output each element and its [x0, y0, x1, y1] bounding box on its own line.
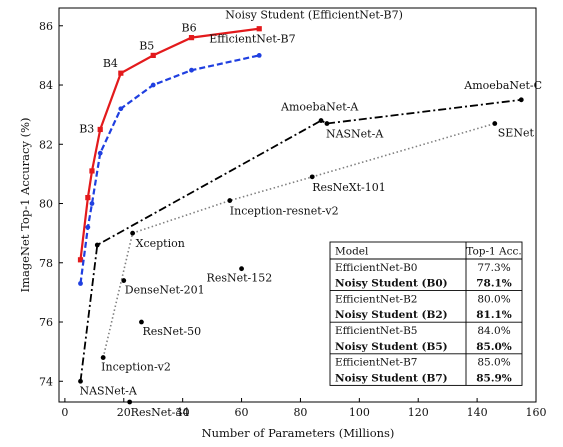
- table-cell-acc: 85.0%: [476, 341, 512, 353]
- y-tick-label: 84: [39, 79, 53, 92]
- y-tick-label: 86: [39, 20, 53, 33]
- series-point: [97, 126, 103, 133]
- series-point: [150, 52, 156, 58]
- series-point: [324, 121, 330, 126]
- x-tick-label: 120: [408, 406, 429, 419]
- chart-series: [77, 26, 524, 405]
- table-cell-acc: 85.9%: [476, 372, 512, 384]
- y-tick-label: 74: [39, 375, 53, 388]
- y-tick-label: 78: [39, 257, 53, 270]
- point-label: Xception: [136, 237, 185, 250]
- table-cell-model: EfficientNet-B2: [335, 293, 417, 305]
- series-line-3: [102, 122, 496, 358]
- table-cell-model: Noisy Student (B0): [335, 278, 448, 290]
- x-axis-label: Number of Parameters (Millions): [202, 426, 395, 440]
- plot-frame: [58, 7, 537, 403]
- series-point: [189, 67, 194, 73]
- series-line-0: [79, 27, 260, 260]
- scatter-point: [127, 399, 133, 405]
- series-point: [85, 224, 91, 230]
- point-labels: B3 B4 B5 B6 NASNet-A AmoebaNet-A NASNet-A Amoeb…: [79, 9, 542, 419]
- series-point: [150, 82, 156, 88]
- point-label: Inception-resnet-v2: [230, 205, 339, 218]
- scatter-label: ResNet-152: [207, 272, 273, 285]
- series-point: [118, 70, 124, 76]
- series-point: [77, 257, 84, 263]
- table-cell-model: Noisy Student (B7): [335, 372, 448, 384]
- scatter-point: [239, 266, 244, 272]
- point-label: AmoebaNet-A: [280, 101, 359, 114]
- scatter-label: ResNet-34: [131, 406, 190, 419]
- table-cell-model: EfficientNet-B0: [335, 262, 417, 274]
- series-line-1: [79, 54, 260, 284]
- point-label: AmoebaNet-C: [463, 79, 542, 92]
- y-axis-label: ImageNet Top-1 Accuracy (%): [18, 118, 32, 293]
- axis-ticks: 0 20 40 60 80 100 120 140 160 74 76 78 80 82 84 86: [39, 20, 547, 419]
- series-point: [256, 26, 262, 32]
- series-point: [227, 198, 233, 203]
- x-tick-label: 100: [349, 406, 370, 419]
- x-tick-label: 20: [117, 406, 131, 419]
- series-point: [188, 35, 195, 41]
- table-cell-acc: 84.0%: [477, 325, 510, 337]
- x-tick-label: 140: [467, 406, 488, 419]
- table-cell-acc: 81.1%: [476, 309, 512, 321]
- table-header-acc: Top-1 Acc.: [466, 246, 521, 258]
- series-point: [100, 355, 106, 360]
- scatter-label: DenseNet-201: [125, 284, 205, 297]
- point-label: Inception-v2: [101, 361, 171, 374]
- scatter-point: [121, 278, 127, 283]
- table-cell-acc: 80.0%: [477, 293, 510, 305]
- point-label: B5: [139, 39, 154, 52]
- point-label: ResNeXt-101: [312, 181, 386, 194]
- table-cell-acc: 85.0%: [477, 357, 510, 369]
- table-cell-acc: 78.1%: [476, 278, 512, 290]
- table-cell-acc: 77.3%: [477, 262, 510, 274]
- series-point: [130, 230, 136, 236]
- table-cell-model: EfficientNet-B7: [335, 357, 417, 369]
- x-tick-label: 40: [176, 406, 190, 419]
- series-point: [492, 121, 498, 126]
- point-label: NASNet-A: [79, 384, 137, 397]
- series-point: [85, 194, 91, 201]
- series-point: [78, 378, 83, 384]
- y-tick-label: 76: [39, 316, 53, 329]
- point-label: NASNet-A: [326, 128, 384, 141]
- series-point: [256, 52, 262, 58]
- series-point: [97, 150, 103, 156]
- results-table: Model Top-1 Acc. EfficientNet-B0 77.3% Noisy…: [329, 241, 523, 386]
- x-tick-label: 80: [293, 406, 307, 419]
- series-point: [518, 97, 524, 103]
- x-tick-label: 160: [526, 406, 547, 419]
- y-tick-label: 80: [39, 198, 53, 211]
- table-cell-model: Noisy Student (B5): [335, 341, 448, 353]
- series-point: [94, 242, 100, 248]
- series-name-label: EfficientNet-B7: [209, 32, 295, 45]
- point-label: B3: [79, 122, 94, 135]
- series-point: [118, 106, 124, 112]
- series-point: [318, 118, 324, 123]
- point-label: B6: [182, 22, 197, 35]
- series-point: [89, 168, 95, 174]
- series-line-2: [79, 98, 522, 382]
- point-label: B4: [103, 57, 118, 70]
- series-point: [89, 201, 95, 206]
- x-tick-label: 60: [235, 406, 249, 419]
- series-point: [78, 281, 83, 286]
- series-point: [309, 174, 315, 180]
- table-cell-model: Noisy Student (B2): [335, 309, 448, 321]
- scatter-label: ResNet-50: [142, 325, 201, 338]
- y-tick-label: 82: [39, 138, 53, 151]
- scatter-point: [139, 319, 144, 325]
- series-name-label: Noisy Student (EfficientNet-B7): [225, 9, 403, 22]
- table-frame: [329, 241, 523, 386]
- table-header-model: Model: [335, 246, 369, 258]
- point-label: SENet: [498, 127, 535, 140]
- x-tick-label: 0: [61, 406, 68, 419]
- table-cell-model: EfficientNet-B5: [335, 325, 417, 337]
